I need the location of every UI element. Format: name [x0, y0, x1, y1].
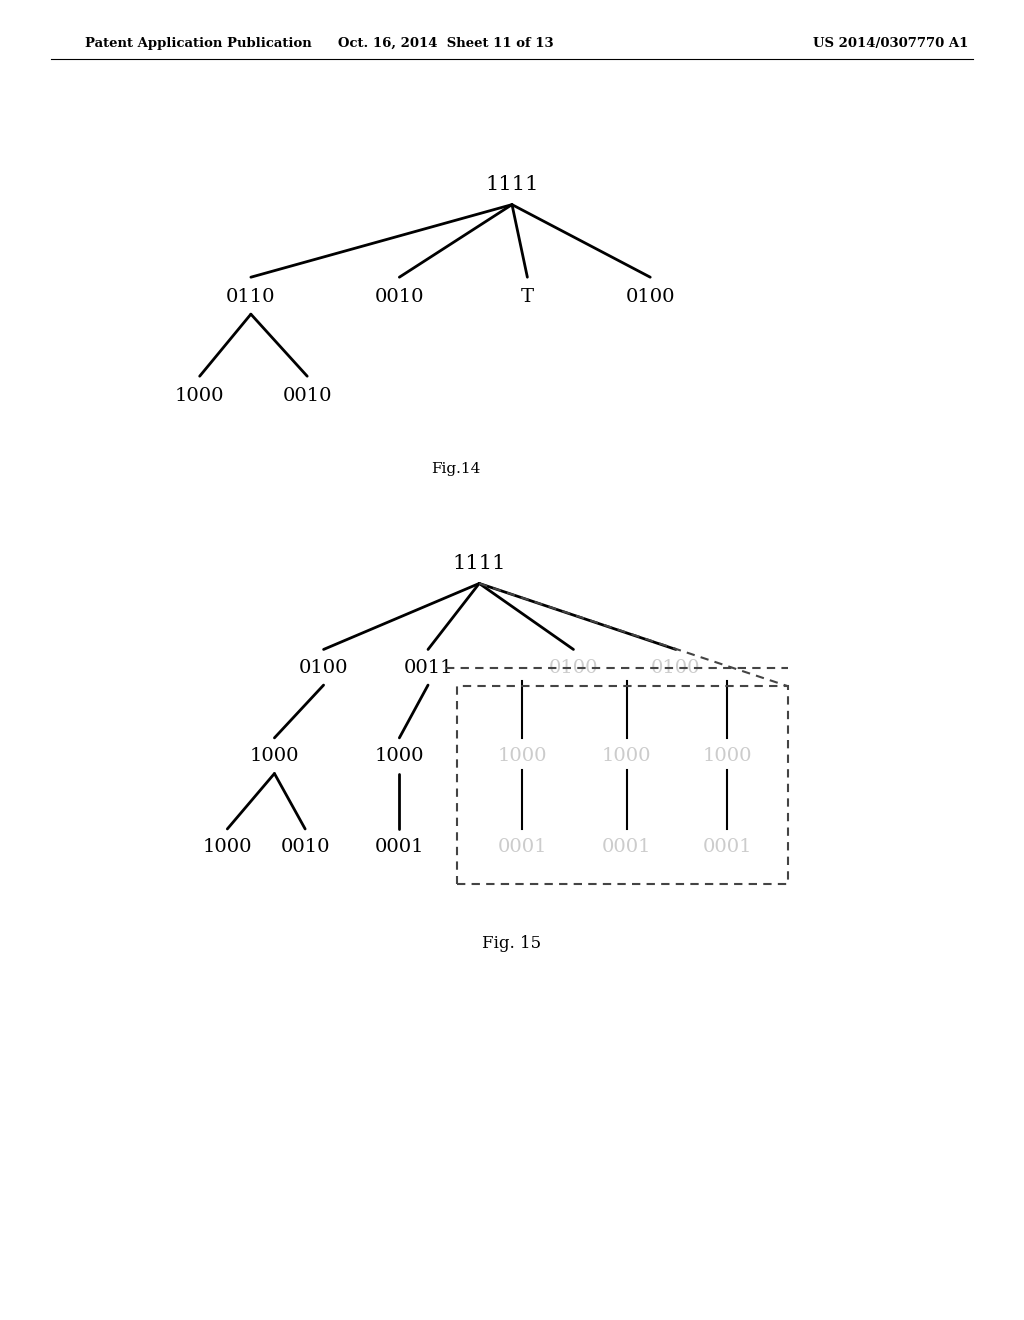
Text: 1000: 1000	[375, 747, 424, 766]
Bar	[457, 686, 788, 884]
Text: 0100: 0100	[299, 659, 348, 677]
Text: 0110: 0110	[226, 288, 275, 306]
Text: 1000: 1000	[498, 747, 547, 766]
Text: 1111: 1111	[453, 554, 506, 573]
Text: 1111: 1111	[485, 176, 539, 194]
Text: Patent Application Publication: Patent Application Publication	[85, 37, 311, 50]
Text: 0011: 0011	[403, 659, 453, 677]
Text: 0001: 0001	[702, 838, 752, 857]
Text: 1000: 1000	[175, 387, 224, 405]
Text: US 2014/0307770 A1: US 2014/0307770 A1	[813, 37, 969, 50]
Text: Fig.14: Fig.14	[431, 462, 480, 475]
Text: 0010: 0010	[281, 838, 330, 857]
Text: 0100: 0100	[651, 659, 700, 677]
Text: 0010: 0010	[375, 288, 424, 306]
Text: 0001: 0001	[498, 838, 547, 857]
Text: 1000: 1000	[702, 747, 752, 766]
Text: 1000: 1000	[203, 838, 252, 857]
Text: Fig. 15: Fig. 15	[482, 936, 542, 952]
Text: 1000: 1000	[602, 747, 651, 766]
Text: 0010: 0010	[283, 387, 332, 405]
Text: 0001: 0001	[602, 838, 651, 857]
Text: Oct. 16, 2014  Sheet 11 of 13: Oct. 16, 2014 Sheet 11 of 13	[338, 37, 553, 50]
Text: 1000: 1000	[250, 747, 299, 766]
Text: T: T	[521, 288, 534, 306]
Text: 0001: 0001	[375, 838, 424, 857]
Text: 0100: 0100	[626, 288, 675, 306]
Text: 0100: 0100	[549, 659, 598, 677]
